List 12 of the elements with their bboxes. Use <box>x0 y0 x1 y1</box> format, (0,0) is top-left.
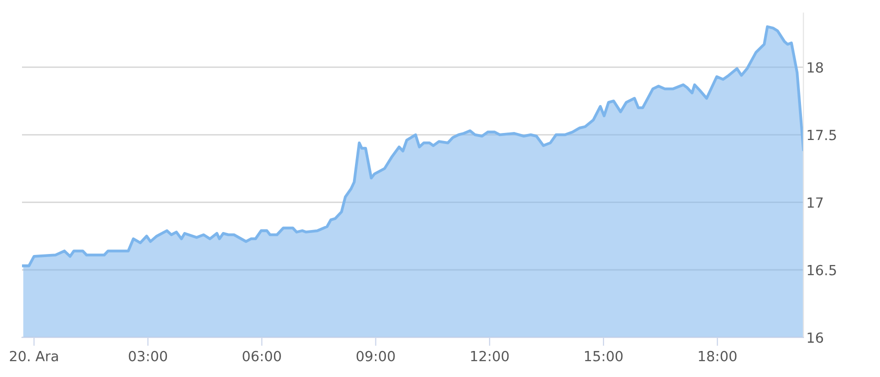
y-tick-label: 17.5 <box>808 130 836 140</box>
y-tick-label: 17 <box>808 197 823 208</box>
y-tick-label: 18 <box>808 62 823 73</box>
x-tick-label: 18:00 <box>698 350 736 362</box>
x-tick-label: 06:00 <box>242 350 281 362</box>
x-tick-label: 03:00 <box>128 350 168 362</box>
x-tick-label: 15:00 <box>585 350 623 362</box>
y-tick-label: 16 <box>808 332 824 343</box>
x-tick-label: 12:00 <box>471 350 509 362</box>
x-tick-label: 20. Ara <box>10 350 58 362</box>
x-tick-label: 09:00 <box>356 350 395 362</box>
y-tick-label: 16.5 <box>808 264 836 276</box>
